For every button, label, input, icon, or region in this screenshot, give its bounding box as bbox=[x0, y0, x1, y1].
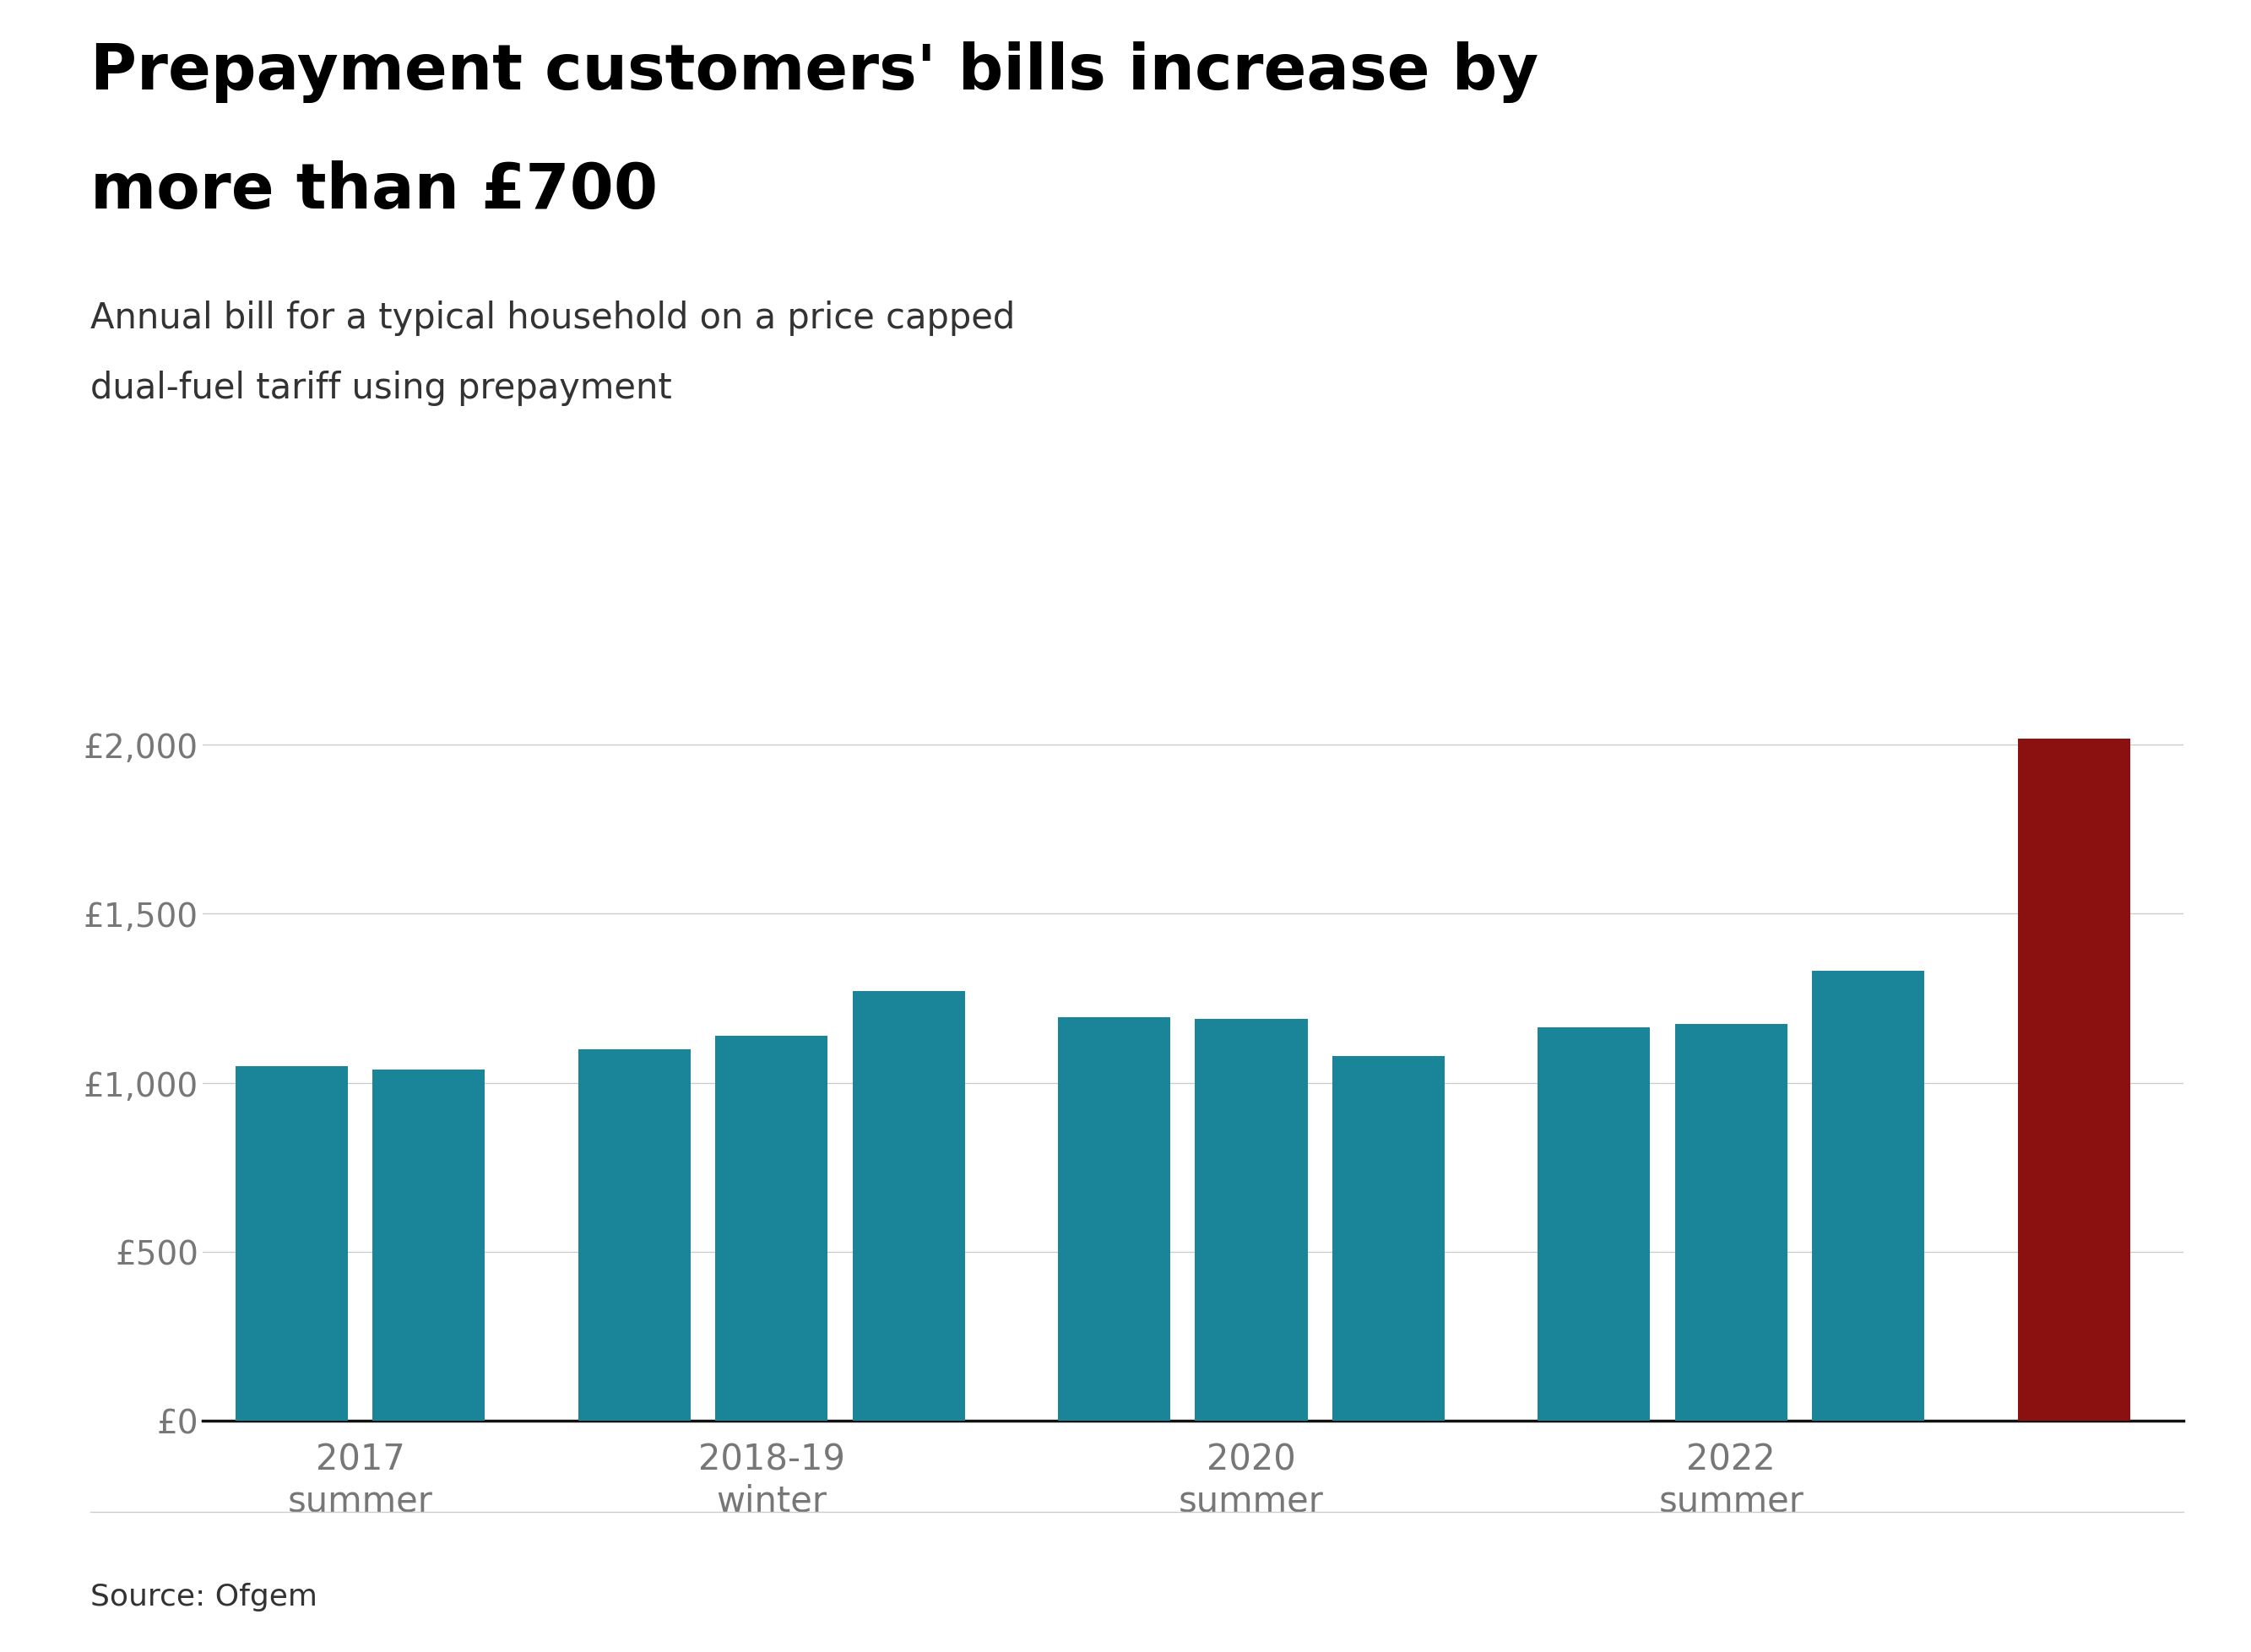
Bar bbox=[236, 1066, 349, 1421]
Bar bbox=[1537, 1028, 1650, 1421]
Bar bbox=[1812, 971, 1925, 1421]
Text: Annual bill for a typical household on a price capped: Annual bill for a typical household on a… bbox=[90, 301, 1015, 335]
Bar bbox=[853, 991, 966, 1421]
Text: more than £700: more than £700 bbox=[90, 160, 657, 221]
Text: Prepayment customers' bills increase by: Prepayment customers' bills increase by bbox=[90, 41, 1537, 102]
Bar bbox=[1058, 1018, 1171, 1421]
Bar bbox=[716, 1036, 828, 1421]
Bar bbox=[1195, 1019, 1308, 1421]
Text: Source: Ofgem: Source: Ofgem bbox=[90, 1583, 317, 1611]
Bar bbox=[374, 1069, 484, 1421]
Bar bbox=[2017, 740, 2129, 1421]
Bar bbox=[1675, 1024, 1787, 1421]
Text: BBC: BBC bbox=[2042, 1569, 2120, 1604]
Bar bbox=[579, 1049, 691, 1421]
Bar bbox=[1333, 1056, 1445, 1421]
Text: dual-fuel tariff using prepayment: dual-fuel tariff using prepayment bbox=[90, 370, 671, 405]
